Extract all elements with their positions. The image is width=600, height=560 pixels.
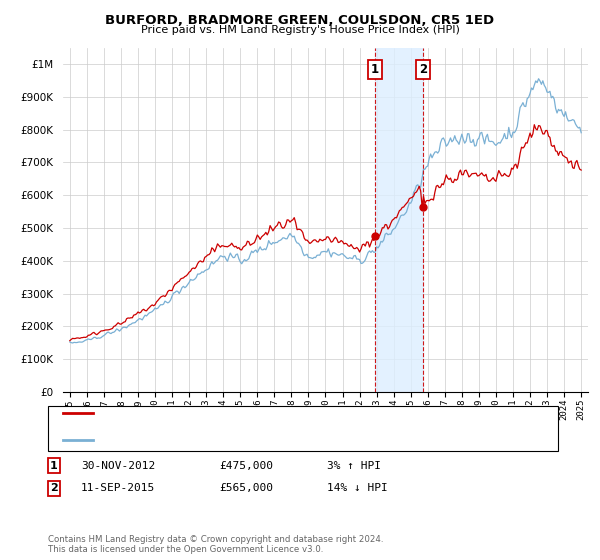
Text: 3% ↑ HPI: 3% ↑ HPI <box>327 461 381 471</box>
Text: Price paid vs. HM Land Registry's House Price Index (HPI): Price paid vs. HM Land Registry's House … <box>140 25 460 35</box>
Text: 1: 1 <box>371 63 379 76</box>
Text: £475,000: £475,000 <box>219 461 273 471</box>
Text: 2: 2 <box>419 63 427 76</box>
Text: 11-SEP-2015: 11-SEP-2015 <box>81 483 155 493</box>
Text: £565,000: £565,000 <box>219 483 273 493</box>
Text: Contains HM Land Registry data © Crown copyright and database right 2024.
This d: Contains HM Land Registry data © Crown c… <box>48 535 383 554</box>
Text: BURFORD, BRADMORE GREEN, COULSDON, CR5 1ED (detached house): BURFORD, BRADMORE GREEN, COULSDON, CR5 1… <box>96 408 466 418</box>
Text: 1: 1 <box>50 461 58 471</box>
Text: 2: 2 <box>50 483 58 493</box>
Text: HPI: Average price, detached house, Croydon: HPI: Average price, detached house, Croy… <box>96 435 332 445</box>
Text: BURFORD, BRADMORE GREEN, COULSDON, CR5 1ED: BURFORD, BRADMORE GREEN, COULSDON, CR5 1… <box>106 14 494 27</box>
Text: 30-NOV-2012: 30-NOV-2012 <box>81 461 155 471</box>
Bar <box>375 48 423 392</box>
Text: 14% ↓ HPI: 14% ↓ HPI <box>327 483 388 493</box>
